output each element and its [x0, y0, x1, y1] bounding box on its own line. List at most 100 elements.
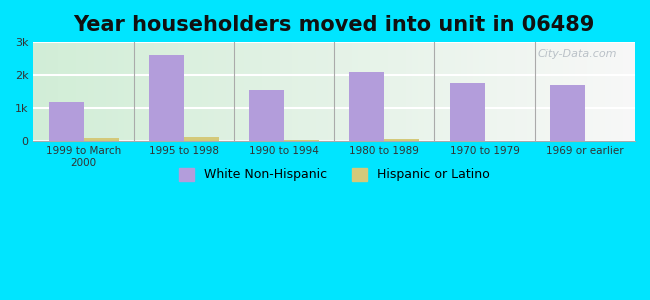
Bar [284, 140, 319, 141]
Bar [443, 42, 448, 141]
Bar [178, 42, 184, 141]
Bar [208, 42, 214, 141]
Bar [190, 42, 196, 141]
Bar [376, 42, 382, 141]
Bar [587, 42, 593, 141]
Bar [485, 42, 491, 141]
Bar [75, 42, 82, 141]
Bar [262, 42, 268, 141]
Bar [268, 42, 274, 141]
Bar [298, 42, 304, 141]
Bar [467, 42, 473, 141]
Bar [370, 42, 376, 141]
Bar [310, 42, 316, 141]
Bar [478, 42, 485, 141]
Bar [274, 42, 280, 141]
Bar [142, 42, 148, 141]
Bar [58, 42, 64, 141]
Bar [346, 42, 352, 141]
Bar [340, 42, 346, 141]
Bar [557, 42, 563, 141]
Bar [250, 42, 256, 141]
Bar [533, 42, 539, 141]
Bar [491, 42, 497, 141]
Bar [382, 42, 389, 141]
Bar [244, 42, 250, 141]
Bar [545, 42, 551, 141]
Bar [220, 42, 226, 141]
Bar [352, 42, 358, 141]
Bar [232, 42, 238, 141]
Bar [166, 42, 172, 141]
Bar [49, 101, 84, 141]
Bar [238, 42, 244, 141]
Bar [322, 42, 328, 141]
Bar [149, 55, 184, 141]
Bar [563, 42, 569, 141]
Bar [256, 42, 262, 141]
Bar [384, 139, 419, 141]
Title: Year householders moved into unit in 06489: Year householders moved into unit in 064… [73, 15, 595, 35]
Bar [130, 42, 136, 141]
Bar [424, 42, 430, 141]
Bar [34, 42, 40, 141]
Bar [84, 138, 119, 141]
Bar [304, 42, 310, 141]
Bar [473, 42, 478, 141]
Bar [148, 42, 154, 141]
Bar [599, 42, 605, 141]
Bar [509, 42, 515, 141]
Bar [154, 42, 160, 141]
Bar [539, 42, 545, 141]
Bar [136, 42, 142, 141]
Bar [406, 42, 413, 141]
Bar [88, 42, 94, 141]
Bar [349, 72, 384, 141]
Bar [160, 42, 166, 141]
Bar [280, 42, 286, 141]
Bar [40, 42, 46, 141]
Bar [461, 42, 467, 141]
Bar [99, 42, 106, 141]
Bar [328, 42, 334, 141]
Bar [611, 42, 617, 141]
Bar [334, 42, 340, 141]
Bar [184, 42, 190, 141]
Bar [226, 42, 232, 141]
Bar [389, 42, 395, 141]
Legend: White Non-Hispanic, Hispanic or Latino: White Non-Hispanic, Hispanic or Latino [174, 163, 495, 186]
Bar [196, 42, 202, 141]
Bar [46, 42, 51, 141]
Bar [413, 42, 419, 141]
Text: City-Data.com: City-Data.com [538, 49, 617, 59]
Bar [515, 42, 521, 141]
Bar [106, 42, 112, 141]
Bar [124, 42, 130, 141]
Bar [581, 42, 587, 141]
Bar [605, 42, 611, 141]
Bar [569, 42, 575, 141]
Bar [450, 83, 485, 141]
Bar [497, 42, 502, 141]
Bar [448, 42, 454, 141]
Bar [70, 42, 75, 141]
Bar [64, 42, 70, 141]
Bar [550, 85, 585, 141]
Bar [502, 42, 509, 141]
Bar [118, 42, 124, 141]
Bar [454, 42, 461, 141]
Bar [400, 42, 406, 141]
Bar [395, 42, 400, 141]
Bar [94, 42, 99, 141]
Bar [617, 42, 623, 141]
Bar [292, 42, 298, 141]
Bar [172, 42, 178, 141]
Bar [575, 42, 581, 141]
Bar [214, 42, 220, 141]
Bar [286, 42, 292, 141]
Bar [82, 42, 88, 141]
Bar [364, 42, 370, 141]
Bar [51, 42, 58, 141]
Bar [358, 42, 364, 141]
Bar [437, 42, 443, 141]
